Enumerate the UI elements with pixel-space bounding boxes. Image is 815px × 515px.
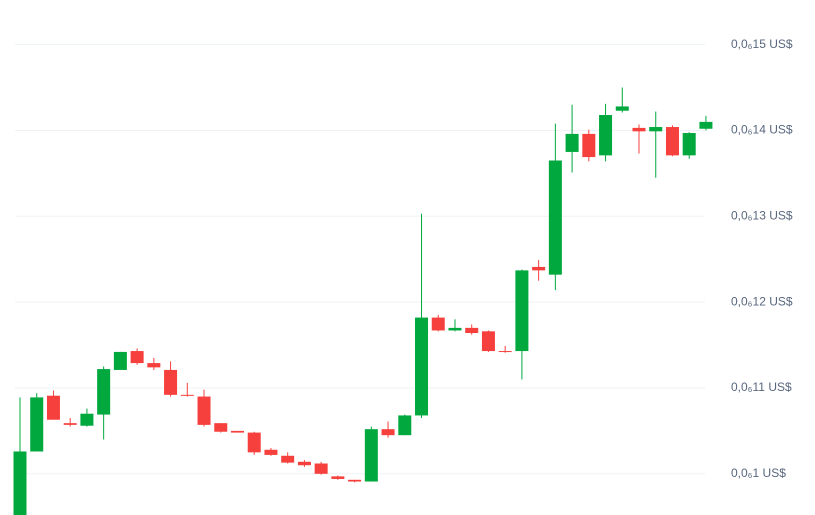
candle-body	[548, 160, 562, 275]
candle-body	[599, 115, 613, 156]
candle-body	[230, 430, 244, 433]
candle-body	[415, 317, 429, 416]
candle-body	[381, 429, 395, 436]
candle-body	[699, 121, 713, 129]
candle-body	[498, 351, 512, 353]
candle-body	[46, 395, 60, 420]
candle-body	[130, 351, 144, 364]
candle-body	[80, 413, 94, 426]
candle-body	[649, 127, 663, 132]
candle-body	[297, 461, 311, 466]
candle-body	[314, 463, 328, 474]
candle-body	[348, 479, 362, 482]
candle-body	[615, 106, 629, 111]
candle-body	[63, 423, 77, 425]
y-tick-label: 0,0₆12 US$	[731, 294, 793, 308]
candle-body	[281, 455, 295, 463]
candle-body	[515, 270, 529, 352]
candle-body	[164, 369, 178, 395]
candle-body	[197, 396, 211, 425]
y-tick-label: 0,0₆11 US$	[731, 380, 792, 394]
candle-body	[582, 133, 596, 158]
candle-body	[398, 415, 412, 436]
y-tick-label: 0,0₆15 US$	[731, 37, 793, 51]
candle-body	[364, 429, 378, 482]
candle-body	[532, 266, 546, 271]
candle-body	[682, 133, 696, 156]
candle-body	[331, 476, 345, 479]
candle-body	[113, 351, 127, 370]
candle-body	[13, 451, 27, 515]
candle-body	[665, 127, 679, 156]
y-tick-label: 0,0₆13 US$	[731, 208, 793, 222]
candle-body	[214, 423, 228, 432]
candle-body	[465, 327, 479, 334]
candle-body	[247, 432, 261, 453]
candle-body	[565, 133, 579, 152]
candle-body	[147, 363, 161, 368]
candle-body	[632, 127, 646, 132]
y-tick-label: 0,0₆1 US$	[731, 466, 786, 480]
candle-body	[448, 327, 462, 331]
candle-body	[180, 394, 194, 396]
candle-body	[97, 369, 111, 415]
candle-body	[481, 331, 495, 352]
y-tick-label: 0,0₆14 US$	[731, 123, 793, 137]
candle-body	[264, 449, 278, 455]
candle-body	[431, 317, 445, 331]
candle-body	[30, 397, 44, 452]
